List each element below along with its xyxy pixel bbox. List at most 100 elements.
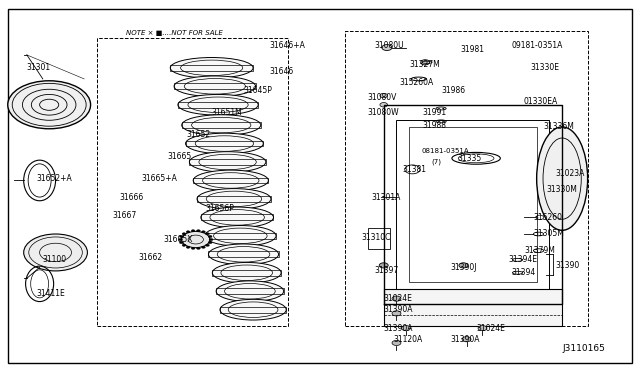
Text: 31301: 31301 bbox=[27, 63, 51, 72]
Bar bbox=[178, 102, 258, 108]
Bar bbox=[384, 289, 562, 326]
Circle shape bbox=[182, 244, 186, 246]
Bar bbox=[170, 65, 253, 71]
Text: 31645P: 31645P bbox=[244, 86, 273, 94]
Bar bbox=[212, 270, 281, 276]
Circle shape bbox=[179, 238, 182, 241]
Bar bbox=[346, 31, 588, 326]
Text: 31381: 31381 bbox=[403, 165, 427, 174]
Text: J3110165: J3110165 bbox=[562, 344, 605, 353]
Circle shape bbox=[392, 296, 401, 301]
Text: 31991: 31991 bbox=[422, 108, 446, 117]
Circle shape bbox=[209, 238, 213, 241]
Circle shape bbox=[182, 231, 210, 248]
Text: 31024E: 31024E bbox=[476, 324, 505, 333]
Text: 31305M: 31305M bbox=[534, 230, 564, 238]
Circle shape bbox=[191, 230, 195, 232]
Ellipse shape bbox=[212, 262, 281, 283]
Bar bbox=[201, 214, 273, 220]
Circle shape bbox=[208, 235, 212, 238]
Text: 31662: 31662 bbox=[138, 253, 163, 263]
Circle shape bbox=[8, 81, 91, 129]
Ellipse shape bbox=[537, 127, 588, 230]
Text: 31080U: 31080U bbox=[374, 41, 404, 50]
Text: 31646+A: 31646+A bbox=[269, 41, 305, 50]
Text: 31651M: 31651M bbox=[212, 108, 243, 117]
Circle shape bbox=[202, 231, 205, 233]
Text: 31665+A: 31665+A bbox=[141, 174, 177, 183]
Circle shape bbox=[196, 247, 200, 249]
Text: 31390A: 31390A bbox=[384, 305, 413, 314]
Circle shape bbox=[24, 234, 88, 271]
Circle shape bbox=[182, 233, 186, 235]
Text: 31646: 31646 bbox=[269, 67, 293, 76]
Circle shape bbox=[478, 326, 487, 331]
Bar bbox=[193, 177, 268, 183]
Text: 31080V: 31080V bbox=[368, 93, 397, 102]
Circle shape bbox=[205, 233, 209, 235]
Circle shape bbox=[392, 311, 401, 316]
Bar bbox=[368, 228, 390, 249]
Ellipse shape bbox=[220, 299, 286, 320]
Text: 31394: 31394 bbox=[511, 268, 536, 277]
Ellipse shape bbox=[178, 94, 258, 115]
Circle shape bbox=[382, 45, 392, 51]
Bar bbox=[209, 251, 278, 257]
Ellipse shape bbox=[193, 170, 268, 191]
Bar bbox=[216, 288, 284, 294]
Circle shape bbox=[179, 241, 183, 244]
Ellipse shape bbox=[170, 58, 253, 78]
Text: 31120A: 31120A bbox=[394, 335, 422, 344]
Text: 31394E: 31394E bbox=[508, 255, 537, 264]
Text: 31390A: 31390A bbox=[451, 335, 480, 344]
Bar bbox=[174, 83, 255, 89]
Circle shape bbox=[380, 103, 388, 107]
Text: 31310C: 31310C bbox=[362, 233, 391, 242]
Text: 09181-0351A: 09181-0351A bbox=[511, 41, 563, 50]
Ellipse shape bbox=[216, 281, 284, 302]
Text: 31330M: 31330M bbox=[546, 185, 577, 194]
Circle shape bbox=[196, 230, 200, 232]
Text: 31667: 31667 bbox=[113, 211, 137, 220]
Ellipse shape bbox=[186, 133, 263, 154]
Circle shape bbox=[186, 246, 190, 248]
Circle shape bbox=[208, 241, 212, 244]
Text: 31986: 31986 bbox=[441, 86, 465, 94]
Text: 31666: 31666 bbox=[119, 193, 143, 202]
Text: 31988: 31988 bbox=[422, 121, 446, 129]
Text: 31390J: 31390J bbox=[451, 263, 477, 272]
Text: (7): (7) bbox=[431, 159, 442, 165]
Bar bbox=[189, 159, 266, 165]
Text: 31652: 31652 bbox=[186, 130, 211, 139]
Ellipse shape bbox=[201, 207, 273, 228]
Text: 01330EA: 01330EA bbox=[524, 97, 558, 106]
Circle shape bbox=[380, 263, 388, 268]
Bar bbox=[186, 141, 263, 147]
Circle shape bbox=[205, 244, 209, 246]
Text: 31327M: 31327M bbox=[409, 60, 440, 69]
Text: 315260A: 315260A bbox=[399, 78, 434, 87]
Text: 31100: 31100 bbox=[43, 255, 67, 264]
Text: 31656P: 31656P bbox=[205, 203, 234, 213]
Bar bbox=[396, 119, 549, 289]
Text: 315260: 315260 bbox=[534, 213, 563, 222]
Circle shape bbox=[459, 263, 468, 268]
Text: 31981: 31981 bbox=[460, 45, 484, 54]
Text: NOTE × ■....NOT FOR SALE: NOTE × ■....NOT FOR SALE bbox=[125, 30, 222, 36]
Bar bbox=[97, 38, 288, 326]
Text: 31665: 31665 bbox=[167, 152, 191, 161]
Circle shape bbox=[179, 235, 183, 238]
Text: 31330E: 31330E bbox=[531, 63, 559, 72]
Text: 31024E: 31024E bbox=[384, 294, 413, 303]
Bar bbox=[220, 307, 286, 312]
Text: 31390A: 31390A bbox=[384, 324, 413, 333]
Text: 31301A: 31301A bbox=[371, 193, 401, 202]
Text: 31605X: 31605X bbox=[164, 235, 193, 244]
Text: 31335: 31335 bbox=[457, 154, 481, 163]
Text: 31411E: 31411E bbox=[36, 289, 65, 298]
Text: 31390: 31390 bbox=[556, 261, 580, 270]
Ellipse shape bbox=[205, 225, 276, 246]
Ellipse shape bbox=[182, 115, 260, 135]
Ellipse shape bbox=[189, 152, 266, 172]
Circle shape bbox=[202, 246, 205, 248]
